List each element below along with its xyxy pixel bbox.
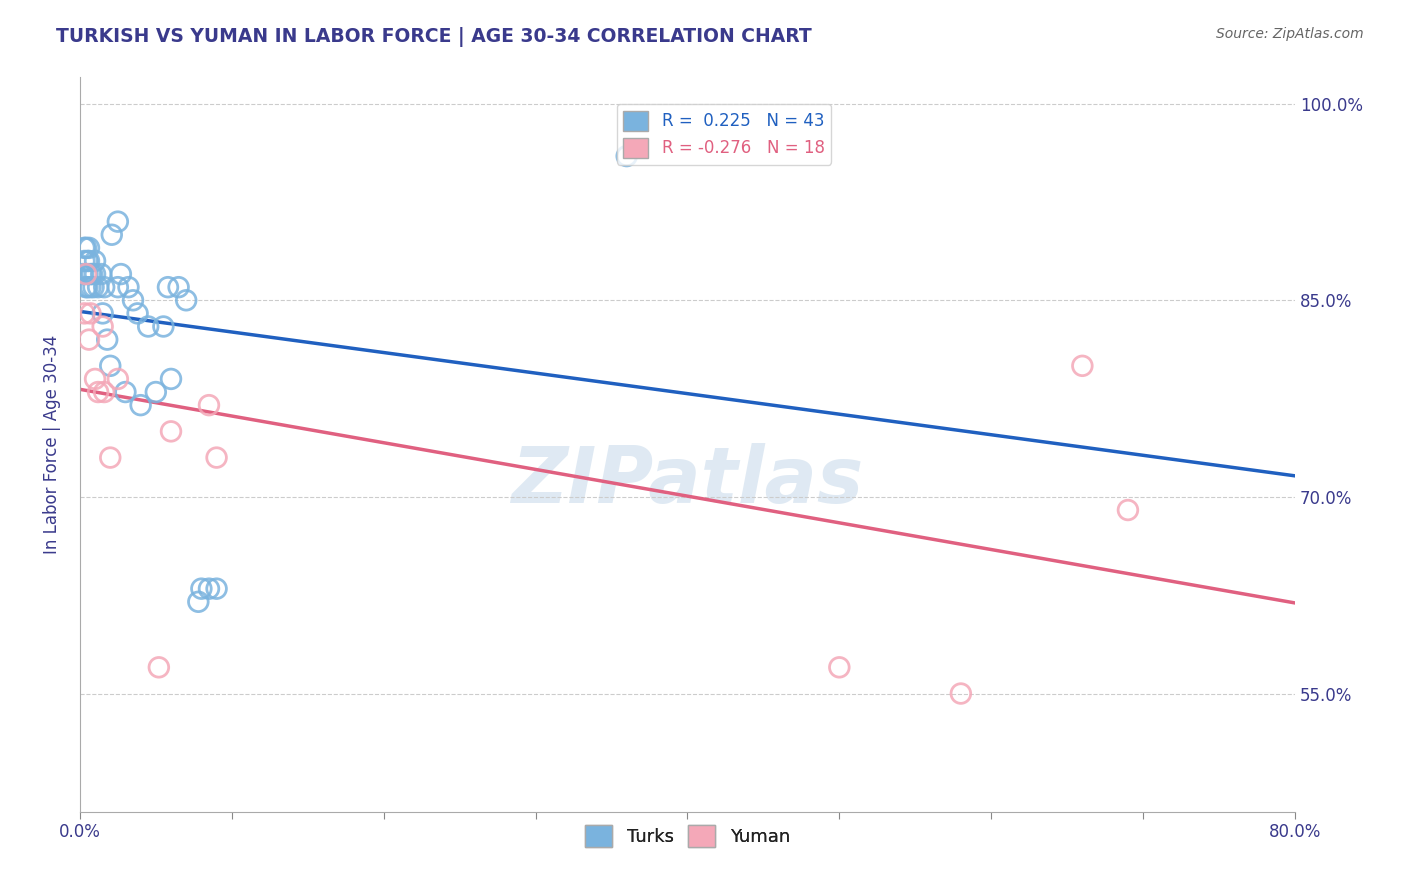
Point <box>76 280 98 294</box>
Point <box>107 372 129 386</box>
Point <box>83 280 105 294</box>
Point <box>616 149 638 163</box>
Point <box>107 214 129 228</box>
Point <box>77 241 100 255</box>
Point <box>187 595 209 609</box>
Point <box>160 372 183 386</box>
Point <box>1116 503 1139 517</box>
Point <box>205 582 228 596</box>
Point <box>76 254 98 268</box>
Point <box>79 280 101 294</box>
Point <box>160 425 183 439</box>
Point <box>136 319 159 334</box>
Point <box>75 267 97 281</box>
Point <box>100 227 122 242</box>
Point <box>76 267 98 281</box>
Point <box>107 280 129 294</box>
Point <box>79 306 101 320</box>
Y-axis label: In Labor Force | Age 30-34: In Labor Force | Age 30-34 <box>44 334 60 554</box>
Point <box>156 280 179 294</box>
Point <box>167 280 190 294</box>
Point <box>122 293 145 308</box>
Point <box>198 582 221 596</box>
Point <box>84 254 107 268</box>
Point <box>1071 359 1094 373</box>
Point <box>73 241 96 255</box>
Point <box>91 306 114 320</box>
Point <box>93 385 115 400</box>
Text: Source: ZipAtlas.com: Source: ZipAtlas.com <box>1216 27 1364 41</box>
Point <box>205 450 228 465</box>
Point <box>72 267 94 281</box>
Point <box>75 280 97 294</box>
Legend: Turks, Yuman: Turks, Yuman <box>578 817 797 854</box>
Point <box>949 687 972 701</box>
Point <box>127 306 149 320</box>
Point <box>75 241 97 255</box>
Point <box>77 333 100 347</box>
Point <box>148 660 170 674</box>
Text: TURKISH VS YUMAN IN LABOR FORCE | AGE 30-34 CORRELATION CHART: TURKISH VS YUMAN IN LABOR FORCE | AGE 30… <box>56 27 813 46</box>
Point <box>73 306 96 320</box>
Point <box>129 398 152 412</box>
Point <box>828 660 851 674</box>
Point <box>87 385 110 400</box>
Point <box>90 267 112 281</box>
Point <box>80 267 103 281</box>
Point <box>87 280 110 294</box>
Point <box>77 254 100 268</box>
Point <box>198 398 221 412</box>
Point <box>93 280 115 294</box>
Point <box>114 385 136 400</box>
Point <box>145 385 167 400</box>
Text: ZIPatlas: ZIPatlas <box>512 443 863 519</box>
Point <box>96 333 118 347</box>
Point <box>84 372 107 386</box>
Point <box>73 254 96 268</box>
Point <box>152 319 174 334</box>
Point <box>190 582 212 596</box>
Point <box>98 450 121 465</box>
Point <box>117 280 139 294</box>
Point <box>174 293 197 308</box>
Point <box>84 267 107 281</box>
Point <box>98 359 121 373</box>
Point <box>110 267 132 281</box>
Point <box>79 267 101 281</box>
Point <box>91 319 114 334</box>
